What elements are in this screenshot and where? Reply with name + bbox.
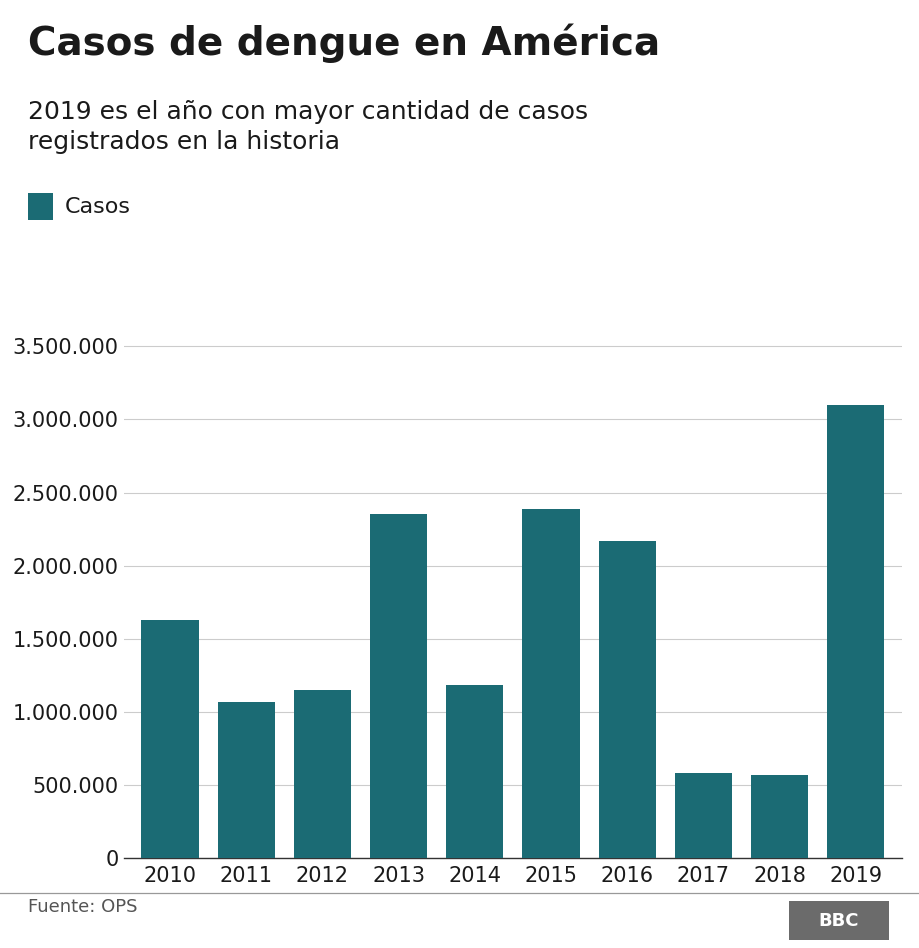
Bar bbox=[522, 509, 579, 858]
Bar bbox=[826, 405, 883, 858]
Text: Casos: Casos bbox=[64, 196, 130, 217]
Bar bbox=[293, 690, 350, 858]
Bar bbox=[217, 702, 275, 858]
Bar bbox=[750, 775, 808, 858]
Bar bbox=[142, 620, 199, 858]
Text: BBC: BBC bbox=[818, 912, 858, 929]
Bar bbox=[369, 515, 426, 858]
Bar bbox=[598, 540, 655, 858]
Bar bbox=[675, 774, 732, 858]
Bar bbox=[446, 685, 503, 858]
Text: Fuente: OPS: Fuente: OPS bbox=[28, 898, 137, 916]
Text: 2019 es el año con mayor cantidad de casos
registrados en la historia: 2019 es el año con mayor cantidad de cas… bbox=[28, 100, 587, 155]
Text: Casos de dengue en América: Casos de dengue en América bbox=[28, 24, 659, 64]
